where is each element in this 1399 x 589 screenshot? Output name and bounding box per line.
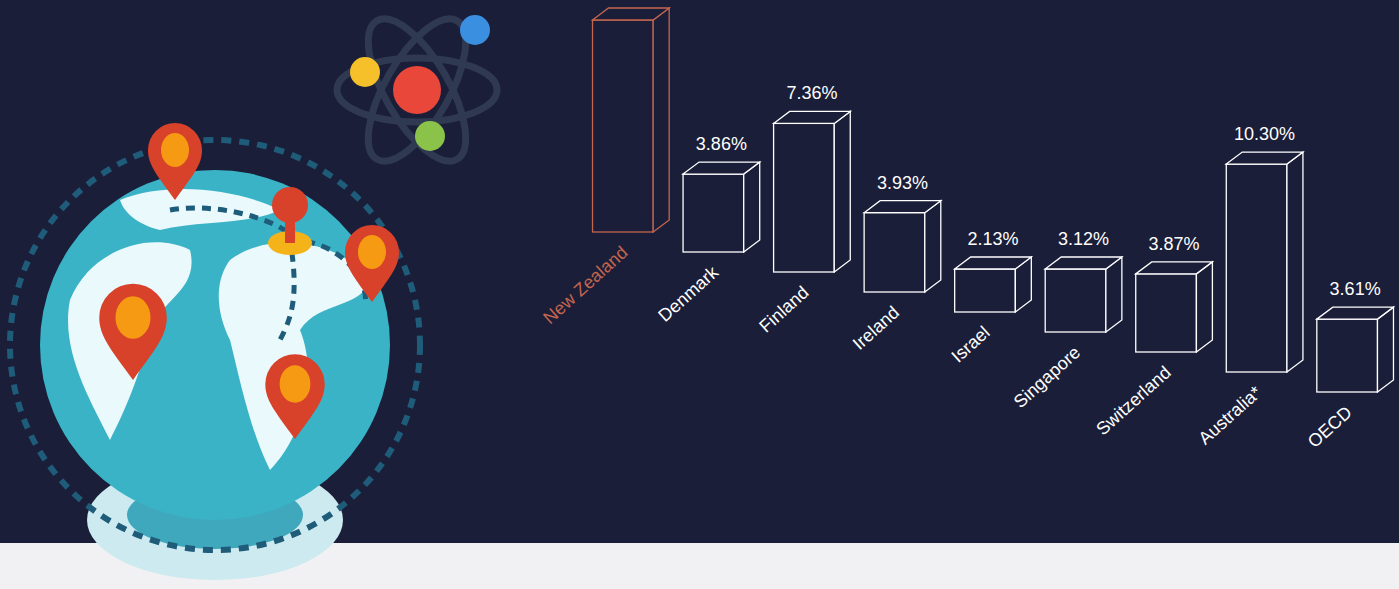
route-ring: [10, 140, 420, 550]
pin-body: [345, 225, 399, 302]
electron: [460, 15, 490, 45]
data-label: 3.93%: [877, 173, 928, 193]
map-pin: [345, 225, 399, 302]
pin-body: [148, 123, 202, 200]
chart-canvas: New Zealand 3.86% Denmark 7.36% Finland 3.93%…: [0, 0, 1399, 589]
plot-area: [593, 8, 1394, 392]
bar-top-face: [683, 162, 760, 174]
bar: [1317, 319, 1378, 392]
bar-group: [683, 162, 760, 252]
category-label: Switzerland: [1092, 362, 1175, 439]
bars: [593, 8, 1394, 392]
category-label: OECD: [1304, 402, 1356, 452]
bar-side-face: [1377, 307, 1393, 392]
route: [170, 208, 366, 340]
pin-center: [116, 296, 151, 339]
labels: New Zealand 3.86% Denmark 7.36% Finland 3.93%…: [539, 83, 1380, 451]
bar: [774, 123, 835, 272]
category-label: Israel: [948, 322, 994, 366]
illustration: [10, 5, 497, 580]
category-label: Denmark: [654, 261, 722, 325]
bar: [1045, 269, 1106, 332]
globe-land: [68, 242, 192, 440]
map-pin: [265, 354, 324, 439]
bar-side-face: [834, 111, 850, 272]
bar-group: [593, 8, 670, 232]
bar: [955, 269, 1016, 312]
bar-side-face: [1196, 262, 1212, 352]
map-pin: [99, 284, 167, 380]
bar-group: [955, 257, 1032, 312]
bar-side-face: [744, 162, 760, 252]
bar-group: [1226, 152, 1303, 372]
category-label: Finland: [755, 282, 812, 336]
data-label: 2.13%: [967, 229, 1018, 249]
atom: [337, 5, 497, 176]
atom-orbit: [337, 58, 497, 122]
data-label: 3.86%: [696, 134, 747, 154]
bar-group: [864, 201, 941, 292]
bar-top-face: [955, 257, 1032, 269]
pin-center: [280, 365, 311, 402]
pin-body: [265, 354, 324, 439]
bar-top-face: [1045, 257, 1122, 269]
bar: [1226, 164, 1287, 372]
data-label: 7.36%: [786, 83, 837, 103]
bar-top-face: [1317, 307, 1394, 319]
bar: [593, 20, 654, 232]
bar-side-face: [1287, 152, 1303, 372]
bar-top-face: [1136, 262, 1213, 274]
bar-side-face: [925, 201, 941, 292]
bar-top-face: [864, 201, 941, 213]
data-label: 10.30%: [1234, 124, 1295, 144]
pin-center: [358, 235, 386, 269]
bar-top-face: [1226, 152, 1303, 164]
bar-group: [1045, 257, 1122, 332]
electron: [350, 57, 380, 87]
electron: [415, 121, 445, 151]
category-label: Australia*: [1195, 382, 1266, 448]
pin-head: [272, 187, 308, 223]
data-label: 3.87%: [1149, 234, 1200, 254]
bar-side-face: [653, 8, 669, 232]
map-pin: [148, 123, 202, 200]
category-label: Singapore: [1010, 342, 1084, 412]
bar: [1136, 274, 1197, 352]
atom-nucleus: [393, 66, 441, 114]
background: [0, 0, 1399, 543]
data-label: 3.61%: [1330, 279, 1381, 299]
bar: [864, 213, 925, 292]
category-label: New Zealand: [539, 242, 631, 328]
category-label: Ireland: [849, 302, 903, 354]
bar-group: [774, 111, 851, 272]
data-label: 3.12%: [1058, 229, 1109, 249]
bar-group: [1136, 262, 1213, 352]
push-pin: [268, 187, 312, 255]
globe-land: [120, 189, 280, 230]
pin-body: [99, 284, 167, 380]
globe: [40, 170, 390, 520]
bar-group: [1317, 307, 1394, 392]
bar-side-face: [1106, 257, 1122, 332]
bar-top-face: [593, 8, 670, 20]
bar-top-face: [774, 111, 851, 123]
pin-center: [161, 133, 189, 167]
bar: [683, 174, 744, 252]
